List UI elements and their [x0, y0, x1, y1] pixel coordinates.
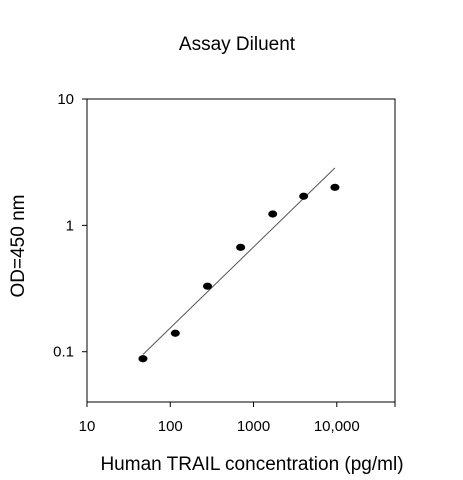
- y-tick-label: 10: [57, 91, 74, 108]
- chart-title: Assay Diluent: [179, 34, 296, 55]
- y-tick-label: 1: [66, 217, 74, 234]
- data-point: [202, 282, 212, 290]
- x-tick-label: 1000: [237, 418, 270, 435]
- x-axis-ticks: 10 100 1000 10,000: [79, 402, 396, 435]
- data-point: [268, 210, 278, 218]
- data-point: [138, 355, 148, 363]
- data-point: [236, 243, 246, 251]
- data-point: [299, 192, 309, 200]
- plot-frame: [86, 98, 396, 403]
- x-tick-label: 10,000: [314, 418, 360, 435]
- x-tick-label: 100: [158, 418, 183, 435]
- data-point: [170, 329, 180, 337]
- y-axis-label: OD=450 nm: [8, 195, 29, 298]
- y-tick-label: 0.1: [53, 344, 74, 361]
- data-point: [330, 183, 340, 191]
- data-points-layer: [138, 183, 340, 363]
- x-axis-label: Human TRAIL concentration (pg/ml): [100, 454, 403, 475]
- y-axis-ticks: 0.1 1 10: [53, 91, 87, 361]
- x-tick-label: 10: [79, 418, 96, 435]
